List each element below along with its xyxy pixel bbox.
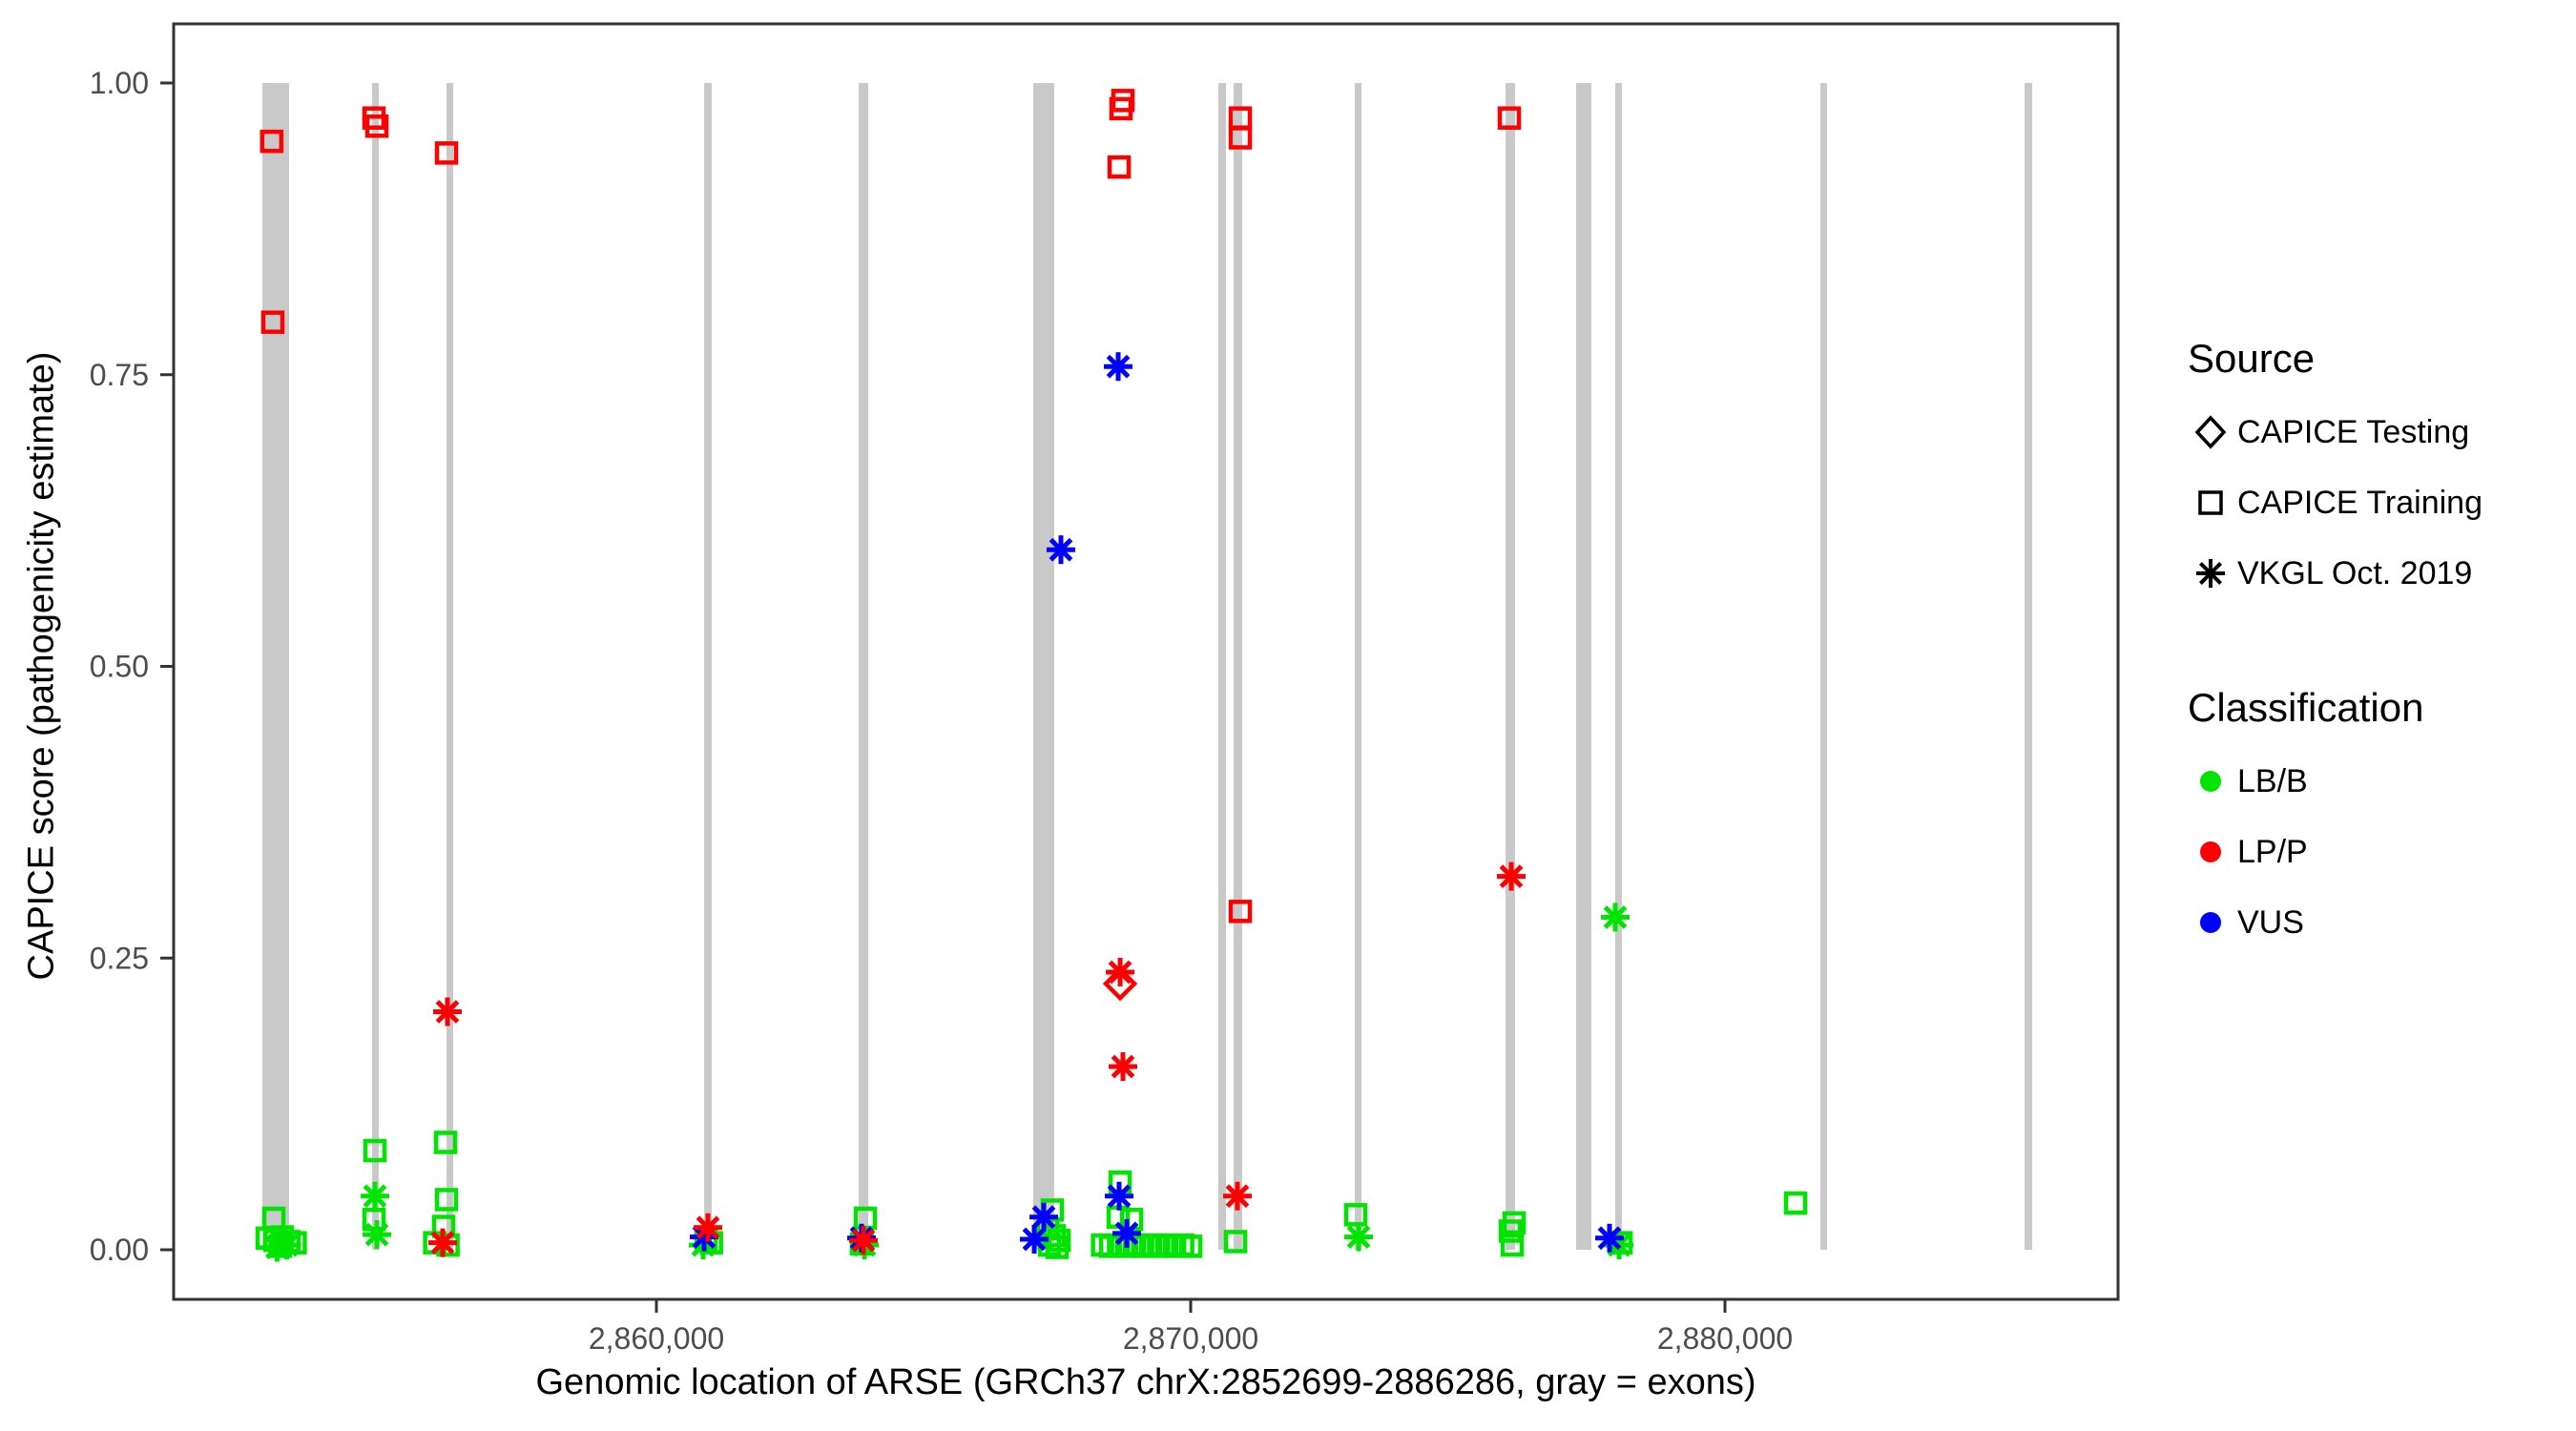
- exon-bar: [1218, 83, 1227, 1251]
- data-point-training: [1109, 96, 1133, 121]
- data-point-training: [1498, 1219, 1523, 1243]
- data-point-vkgl: [1497, 861, 1527, 891]
- data-point-training: [1228, 900, 1253, 923]
- data-point-training: [433, 1130, 458, 1154]
- exon-bar: [1575, 83, 1592, 1251]
- data-point-vkgl: [1223, 1181, 1253, 1211]
- data-point-vkgl: [428, 1228, 458, 1257]
- exon-bar: [1820, 83, 1828, 1251]
- dot-icon: [2188, 829, 2237, 875]
- legend-item-capice-training: CAPICE Training: [2188, 467, 2483, 538]
- data-point-vkgl: [1600, 902, 1630, 932]
- data-point-testing: [1102, 965, 1138, 1002]
- legend-item-label: LB/B: [2237, 762, 2308, 799]
- data-point-vkgl: [1594, 1223, 1624, 1253]
- data-point-training: [1783, 1191, 1808, 1215]
- legend-item-vkgl-oct-2019: VKGL Oct. 2019: [2188, 538, 2483, 609]
- data-point-vkgl: [363, 1220, 392, 1250]
- data-point-training: [1343, 1203, 1368, 1227]
- data-point-vkgl: [262, 1233, 292, 1262]
- dot-icon: [2188, 900, 2237, 945]
- data-point-training: [1497, 106, 1522, 130]
- data-point-training: [1500, 1233, 1525, 1257]
- y-tick-label: 1.00: [90, 66, 149, 100]
- exon-bar: [372, 83, 380, 1251]
- data-point-training: [1045, 1235, 1070, 1259]
- exon-bar: [446, 83, 453, 1251]
- y-tick-label: 0.50: [90, 650, 149, 684]
- exon-bar: [262, 83, 290, 1251]
- data-point-vkgl: [849, 1226, 879, 1255]
- exon-bar: [1033, 83, 1054, 1251]
- legend-item-label: VUS: [2237, 903, 2304, 941]
- data-point-training: [434, 1188, 459, 1212]
- diamond-icon: [2188, 409, 2237, 455]
- exon-bar: [704, 83, 713, 1251]
- y-tick-label: 0.25: [90, 941, 149, 975]
- legend-item-label: CAPICE Training: [2237, 484, 2483, 521]
- legend-item-label: LP/P: [2237, 833, 2308, 870]
- data-point-vkgl: [1112, 1218, 1142, 1248]
- data-point-training: [1107, 155, 1132, 179]
- legend-item-label: CAPICE Testing: [2237, 413, 2470, 450]
- exon-bar: [1234, 83, 1242, 1251]
- x-tick-label: 2,880,000: [1657, 1321, 1793, 1356]
- data-point-vkgl: [1109, 1052, 1138, 1082]
- plot-panel: [174, 24, 2118, 1299]
- legend-source-title: Source: [2188, 336, 2316, 381]
- legend-source-items: CAPICE Testing CAPICE Training VKGL Oct. 2…: [2188, 397, 2483, 609]
- square-icon: [2188, 480, 2237, 526]
- data-point-training: [260, 310, 285, 334]
- exon-bar: [1506, 83, 1515, 1251]
- exon-bar: [1354, 83, 1361, 1251]
- exon-bar: [859, 83, 868, 1251]
- legend-item-lb-b: LB/B: [2188, 746, 2423, 817]
- data-point-training: [1223, 1230, 1248, 1254]
- legend-item-vus: VUS: [2188, 887, 2423, 958]
- data-point-vkgl: [1105, 1181, 1134, 1211]
- data-point-vkgl: [693, 1213, 722, 1242]
- data-point-training: [1228, 126, 1253, 150]
- data-point-training: [364, 114, 389, 138]
- legend-source: Source CAPICE Testing CAPICE Training VKGL…: [2188, 336, 2483, 609]
- dot-icon: [2188, 758, 2237, 804]
- legend-item-label: VKGL Oct. 2019: [2237, 554, 2473, 591]
- data-point-vkgl: [432, 997, 462, 1027]
- data-point-training: [434, 141, 459, 165]
- x-axis-title: Genomic location of ARSE (GRCh37 chrX:28…: [535, 1362, 1756, 1402]
- data-point-training: [1178, 1234, 1203, 1258]
- data-point-training: [260, 129, 284, 154]
- legend-classification-items: LB/B LP/P VUS: [2188, 746, 2423, 958]
- legend-item-capice-testing: CAPICE Testing: [2188, 397, 2483, 467]
- data-point-vkgl: [1029, 1202, 1059, 1232]
- data-point-vkgl: [1104, 352, 1133, 382]
- exon-bar: [2025, 83, 2033, 1251]
- exon-bar: [1614, 83, 1622, 1251]
- data-point-vkgl: [361, 1181, 390, 1211]
- data-point-vkgl: [1344, 1222, 1374, 1252]
- legend-classification: Classification LB/B LP/P VUS: [2188, 685, 2423, 958]
- data-point-vkgl: [1046, 535, 1075, 565]
- data-point-training: [363, 1138, 387, 1163]
- x-tick-label: 2,870,000: [1123, 1321, 1258, 1356]
- legend-item-lp-p: LP/P: [2188, 817, 2423, 887]
- y-tick-label: 0.00: [90, 1233, 149, 1267]
- y-tick-label: 0.75: [90, 358, 149, 392]
- panel-border: [172, 22, 2120, 1301]
- y-axis-title: CAPICE score (pathogenicity estimate): [21, 351, 62, 981]
- asterisk-icon: [2188, 550, 2237, 596]
- data-point-vkgl: [1019, 1225, 1049, 1255]
- x-tick-label: 2,860,000: [589, 1321, 724, 1356]
- legend-classification-title: Classification: [2188, 685, 2424, 730]
